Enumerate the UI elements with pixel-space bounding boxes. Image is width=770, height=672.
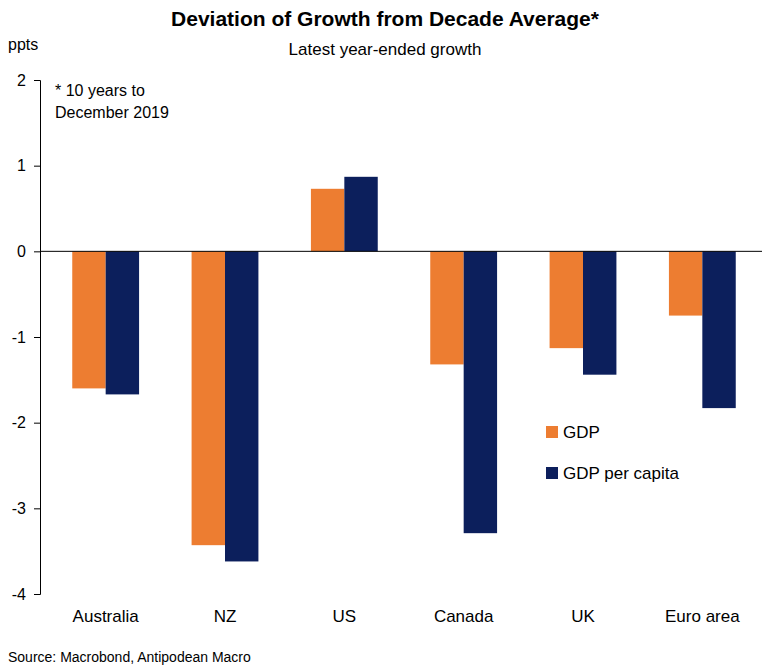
x-tick: UK: [571, 598, 595, 626]
annotation-line: * 10 years to: [55, 82, 145, 99]
y-tick-mark: [34, 423, 40, 424]
y-tick-label: -1: [12, 329, 26, 346]
y-tick: -4: [12, 586, 40, 603]
y-axis-label: ppts: [8, 36, 38, 53]
x-tick: NZ: [214, 598, 237, 626]
bar: [430, 251, 463, 364]
x-axis: Australia NZ US Canada UK Euro area: [73, 598, 741, 626]
y-tick: 0: [17, 243, 40, 260]
subtitle: Latest year-ended growth: [289, 40, 482, 59]
y-tick-mark: [34, 337, 40, 338]
legend-label: GDP per capita: [563, 464, 679, 483]
x-tick-label: UK: [571, 607, 595, 626]
x-tick-label: Euro area: [665, 607, 740, 626]
legend-swatch: [546, 426, 558, 438]
bar: [583, 251, 616, 374]
x-tick: Euro area: [665, 598, 740, 626]
bar: [311, 189, 344, 252]
x-tick-label: NZ: [214, 607, 237, 626]
legend-label: GDP: [563, 423, 600, 442]
source: Source: Macrobond, Antipodean Macro: [8, 649, 251, 665]
y-tick-mark: [34, 166, 40, 167]
chart: Deviation of Growth from Decade Average*…: [0, 0, 770, 672]
bar: [464, 251, 497, 533]
y-tick-mark: [34, 594, 40, 595]
x-tick: Australia: [73, 598, 140, 626]
y-tick-label: -2: [12, 414, 26, 431]
annotation-line: December 2019: [55, 104, 169, 121]
bars: [72, 177, 735, 562]
y-tick: -1: [12, 329, 40, 346]
y-tick: -2: [12, 414, 40, 431]
x-tick-label: Canada: [434, 607, 494, 626]
bar: [225, 251, 258, 561]
bar: [106, 251, 139, 394]
x-tick: Canada: [434, 598, 494, 626]
x-tick-label: Australia: [73, 607, 140, 626]
x-tick-label: US: [333, 607, 357, 626]
bar: [192, 251, 225, 545]
bar: [669, 251, 702, 315]
annotation: * 10 years to December 2019: [55, 82, 169, 121]
y-tick-label: 2: [17, 72, 26, 89]
y-tick: 2: [17, 72, 40, 89]
y-tick: -3: [12, 500, 40, 517]
bar: [344, 177, 377, 252]
legend-swatch: [546, 467, 558, 479]
y-tick-label: 0: [17, 243, 26, 260]
bar: [702, 251, 735, 408]
y-tick-mark: [34, 251, 40, 252]
y-tick-label: -4: [12, 586, 26, 603]
y-tick-mark: [34, 80, 40, 81]
y-tick: 1: [17, 157, 40, 174]
y-tick-label: -3: [12, 500, 26, 517]
y-tick-label: 1: [17, 157, 26, 174]
title: Deviation of Growth from Decade Average*: [171, 7, 600, 30]
zero-line: [40, 251, 762, 252]
y-axis-line: [34, 81, 41, 595]
legend: GDP GDP per capita: [546, 423, 679, 483]
bar: [550, 251, 583, 348]
x-tick: US: [333, 598, 357, 626]
bar: [72, 251, 105, 388]
y-axis: -4 -3 -2 -1 0 1 2: [12, 72, 41, 603]
y-tick-mark: [34, 508, 40, 509]
